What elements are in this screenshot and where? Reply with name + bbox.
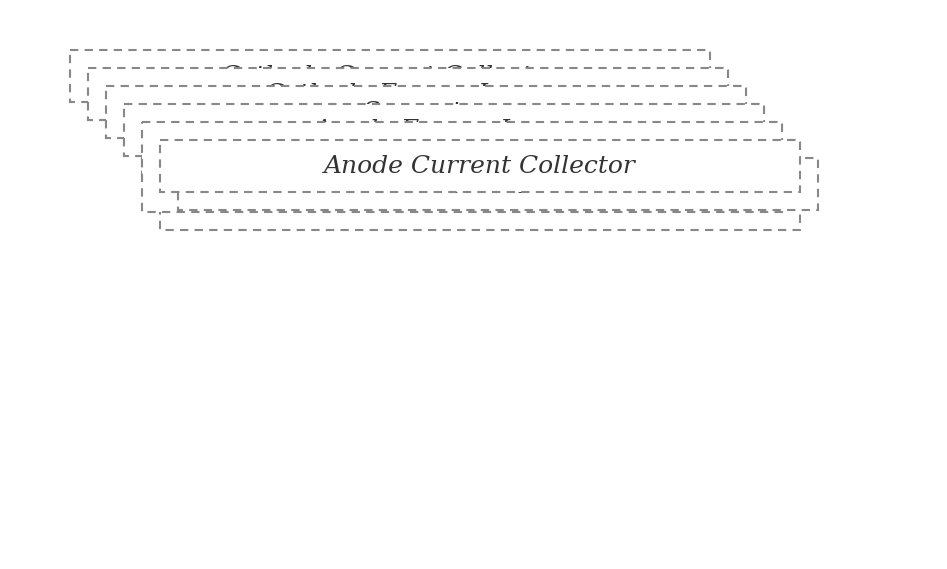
Text: Anode Energy Layer: Anode Energy Layer xyxy=(314,118,574,142)
Bar xyxy=(106,86,746,138)
Bar xyxy=(124,104,764,156)
Bar xyxy=(142,122,782,212)
Text: Cathode Current Collector: Cathode Current Collector xyxy=(221,64,559,88)
Bar xyxy=(160,140,800,230)
Bar xyxy=(88,68,728,120)
Bar xyxy=(178,158,818,210)
Bar xyxy=(142,122,782,174)
Bar xyxy=(106,86,746,138)
Text: Resistive Limiter and Thermal
Interrupt Layer: Resistive Limiter and Thermal Interrupt … xyxy=(270,141,654,193)
Text: Cathode Energy Layer: Cathode Energy Layer xyxy=(265,83,551,105)
Bar xyxy=(88,68,728,120)
Bar xyxy=(70,50,710,102)
Bar xyxy=(160,140,800,192)
Bar xyxy=(124,104,764,156)
Text: Separator: Separator xyxy=(363,101,490,123)
Text: Anode Current Collector: Anode Current Collector xyxy=(324,155,636,178)
